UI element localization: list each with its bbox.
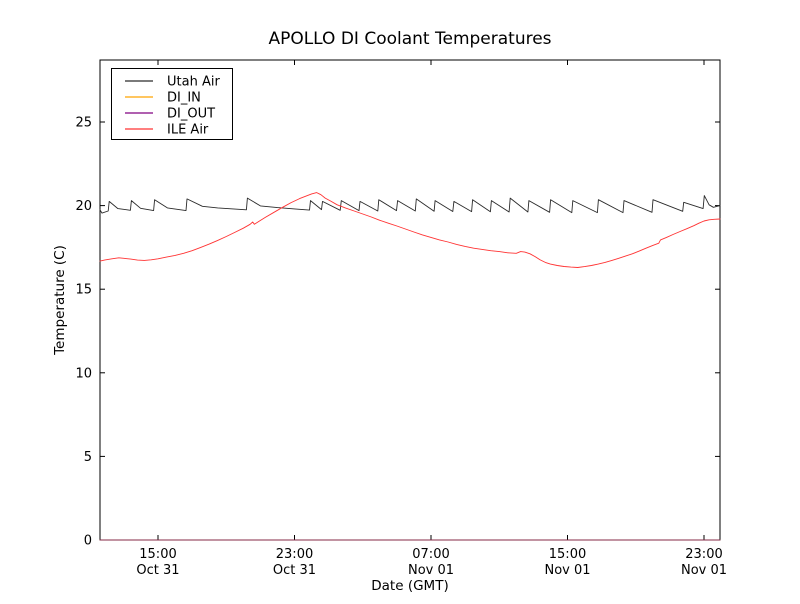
y-tick-label: 25 <box>75 116 92 131</box>
x-tick-label-date: Nov 01 <box>408 563 454 578</box>
series-lines <box>99 192 721 541</box>
series-line-utah-air <box>99 195 721 214</box>
y-tick-label: 15 <box>75 283 92 298</box>
x-tick-label-time: 15:00 <box>139 547 176 562</box>
legend-label-di-out: DI_OUT <box>167 107 215 122</box>
x-tick-label-date: Nov 01 <box>544 563 590 578</box>
legend-box <box>111 68 233 140</box>
y-tick-label: 10 <box>75 366 92 381</box>
x-tick-label-date: Nov 01 <box>681 563 727 578</box>
x-tick-label-time: 23:00 <box>276 547 313 562</box>
x-tick-label-time: 15:00 <box>549 547 586 562</box>
x-tick-label-time: 07:00 <box>412 547 449 562</box>
legend: Utah Air DI_IN DI_OUT ILE Air <box>111 68 233 140</box>
chart-title: APOLLO DI Coolant Temperatures <box>268 29 551 49</box>
legend-label-di-in: DI_IN <box>167 91 201 106</box>
y-tick-label: 0 <box>84 534 92 549</box>
y-tick-label: 5 <box>84 450 92 465</box>
series-line-ile-air <box>99 192 721 268</box>
x-tick-label-date: Oct 31 <box>136 563 179 578</box>
y-axis-label: Temperature (C) <box>52 245 68 356</box>
y-tick-label: 20 <box>75 199 92 214</box>
x-tick-label-time: 23:00 <box>685 547 722 562</box>
x-axis-label: Date (GMT) <box>371 578 448 594</box>
legend-label-ile-air: ILE Air <box>167 123 209 138</box>
x-tick-label-date: Oct 31 <box>273 563 316 578</box>
legend-label-utah-air: Utah Air <box>167 75 220 90</box>
